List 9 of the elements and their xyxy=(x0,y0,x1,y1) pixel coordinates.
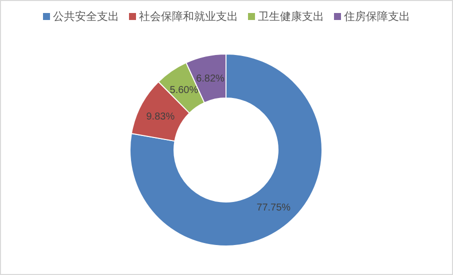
data-label: 5.60% xyxy=(170,85,198,96)
legend-label: 公共安全支出 xyxy=(53,10,119,23)
data-label: 77.75% xyxy=(256,202,291,214)
data-label: 9.83% xyxy=(146,112,175,123)
legend-label: 社会保障和就业支出 xyxy=(139,10,238,23)
data-label: 6.82% xyxy=(196,74,225,85)
legend-label: 卫生健康支出 xyxy=(258,10,324,23)
legend-label: 住房保障支出 xyxy=(344,10,410,23)
donut-slice xyxy=(130,54,322,246)
